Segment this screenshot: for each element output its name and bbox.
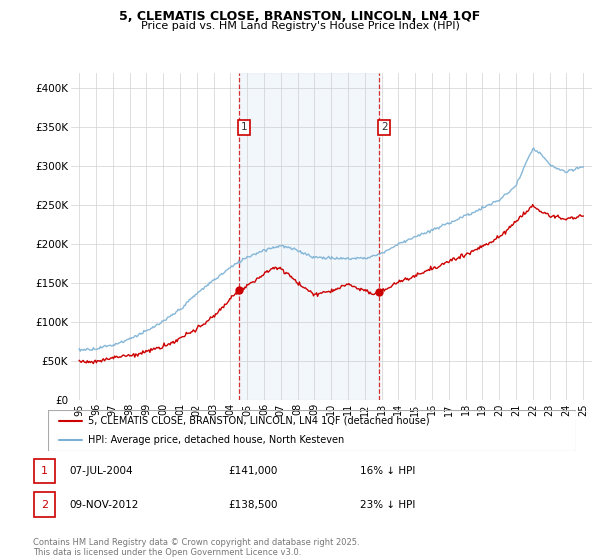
Text: 09-NOV-2012: 09-NOV-2012 [69, 500, 139, 510]
Text: 07-JUL-2004: 07-JUL-2004 [69, 466, 133, 476]
Text: 2: 2 [381, 123, 388, 132]
Text: 5, CLEMATIS CLOSE, BRANSTON, LINCOLN, LN4 1QF (detached house): 5, CLEMATIS CLOSE, BRANSTON, LINCOLN, LN… [88, 416, 429, 426]
Text: 1: 1 [241, 123, 247, 132]
Text: 16% ↓ HPI: 16% ↓ HPI [360, 466, 415, 476]
Text: 5, CLEMATIS CLOSE, BRANSTON, LINCOLN, LN4 1QF: 5, CLEMATIS CLOSE, BRANSTON, LINCOLN, LN… [119, 10, 481, 22]
Text: 23% ↓ HPI: 23% ↓ HPI [360, 500, 415, 510]
Text: £141,000: £141,000 [228, 466, 277, 476]
Text: Price paid vs. HM Land Registry's House Price Index (HPI): Price paid vs. HM Land Registry's House … [140, 21, 460, 31]
Bar [239, 73, 379, 400]
Text: HPI: Average price, detached house, North Kesteven: HPI: Average price, detached house, Nort… [88, 435, 344, 445]
Text: Contains HM Land Registry data © Crown copyright and database right 2025.
This d: Contains HM Land Registry data © Crown c… [33, 538, 359, 557]
Text: £138,500: £138,500 [228, 500, 277, 510]
Text: 2: 2 [41, 500, 48, 510]
Text: 1: 1 [41, 466, 48, 476]
